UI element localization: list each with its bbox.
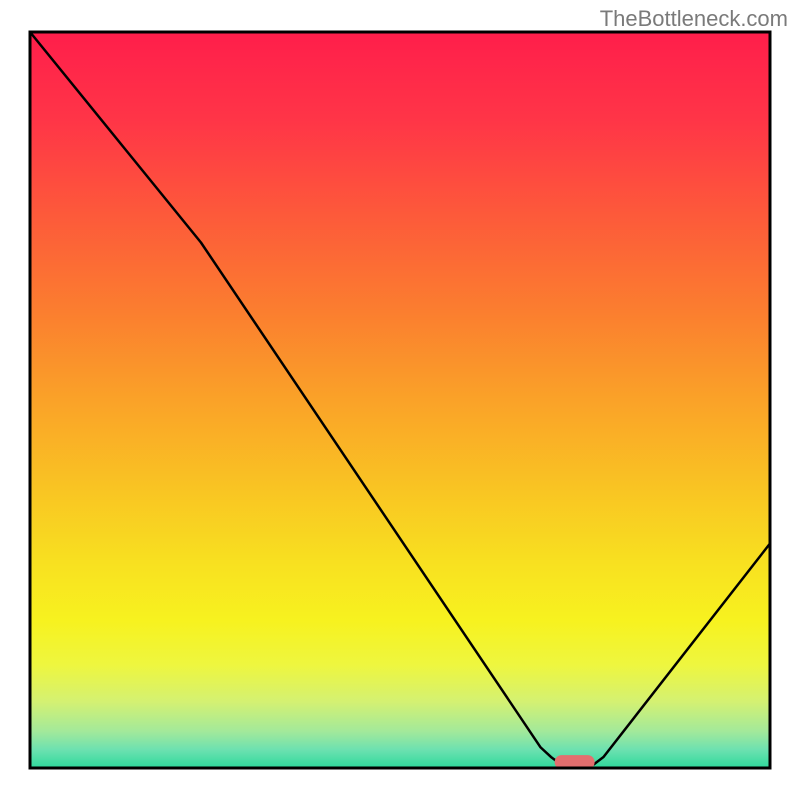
chart-background	[30, 32, 770, 768]
chart-svg	[0, 0, 800, 800]
chart-container: TheBottleneck.com	[0, 0, 800, 800]
watermark-text: TheBottleneck.com	[600, 6, 788, 32]
